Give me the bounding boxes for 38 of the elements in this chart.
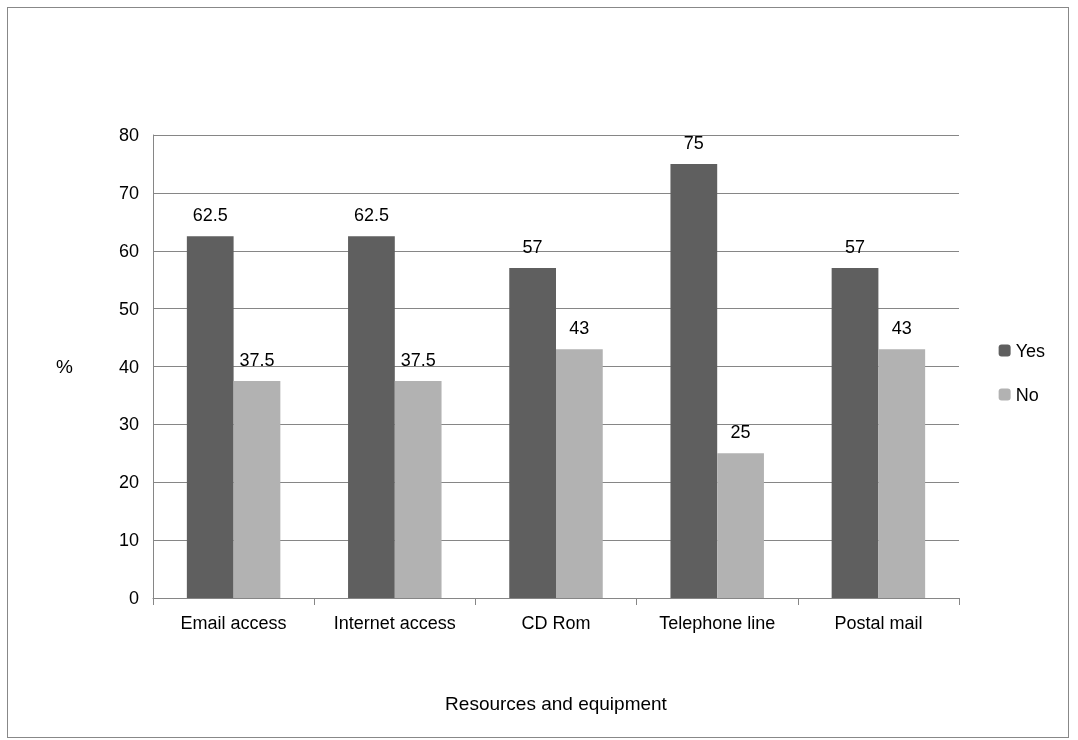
y-tick-label: 60 (118, 240, 139, 261)
bar (394, 380, 442, 598)
bar (878, 349, 926, 598)
y-tick-label: 70 (118, 182, 139, 203)
legend-label: No (1015, 384, 1039, 405)
bar (233, 380, 281, 598)
data-label: 43 (569, 318, 590, 339)
data-label: 57 (845, 237, 866, 258)
x-tick-label: Telephone line (659, 613, 776, 633)
y-tick-label: 40 (118, 356, 139, 377)
data-label: 25 (730, 422, 751, 443)
x-tick-label: Email access (180, 613, 287, 633)
x-tick-label: Internet access (333, 613, 456, 633)
bar (670, 163, 718, 598)
bar (186, 236, 234, 598)
y-tick-label: 50 (118, 298, 139, 319)
bar (717, 453, 764, 598)
y-tick-label: 20 (118, 472, 139, 493)
y-tick-label: 80 (118, 125, 139, 145)
bar (509, 268, 556, 598)
data-label: 62.5 (353, 205, 389, 226)
data-label: 57 (522, 237, 543, 258)
bar (556, 349, 603, 598)
y-tick-label: 10 (118, 530, 139, 551)
data-label: 62.5 (192, 205, 228, 226)
bar (348, 236, 395, 598)
x-axis-title: Resources and equipment (445, 693, 668, 714)
y-tick-label: 30 (118, 414, 139, 435)
x-tick-label: Postal mail (834, 613, 923, 633)
data-label: 43 (891, 318, 912, 339)
x-tick-label: CD Rom (521, 613, 591, 633)
data-label: 75 (683, 132, 704, 153)
y-axis-title: % (56, 356, 74, 377)
data-label: 37.5 (239, 349, 275, 370)
data-label: 37.5 (400, 349, 436, 370)
legend-label: Yes (1015, 340, 1046, 361)
y-tick-label: 0 (128, 588, 139, 608)
bar (831, 268, 879, 598)
